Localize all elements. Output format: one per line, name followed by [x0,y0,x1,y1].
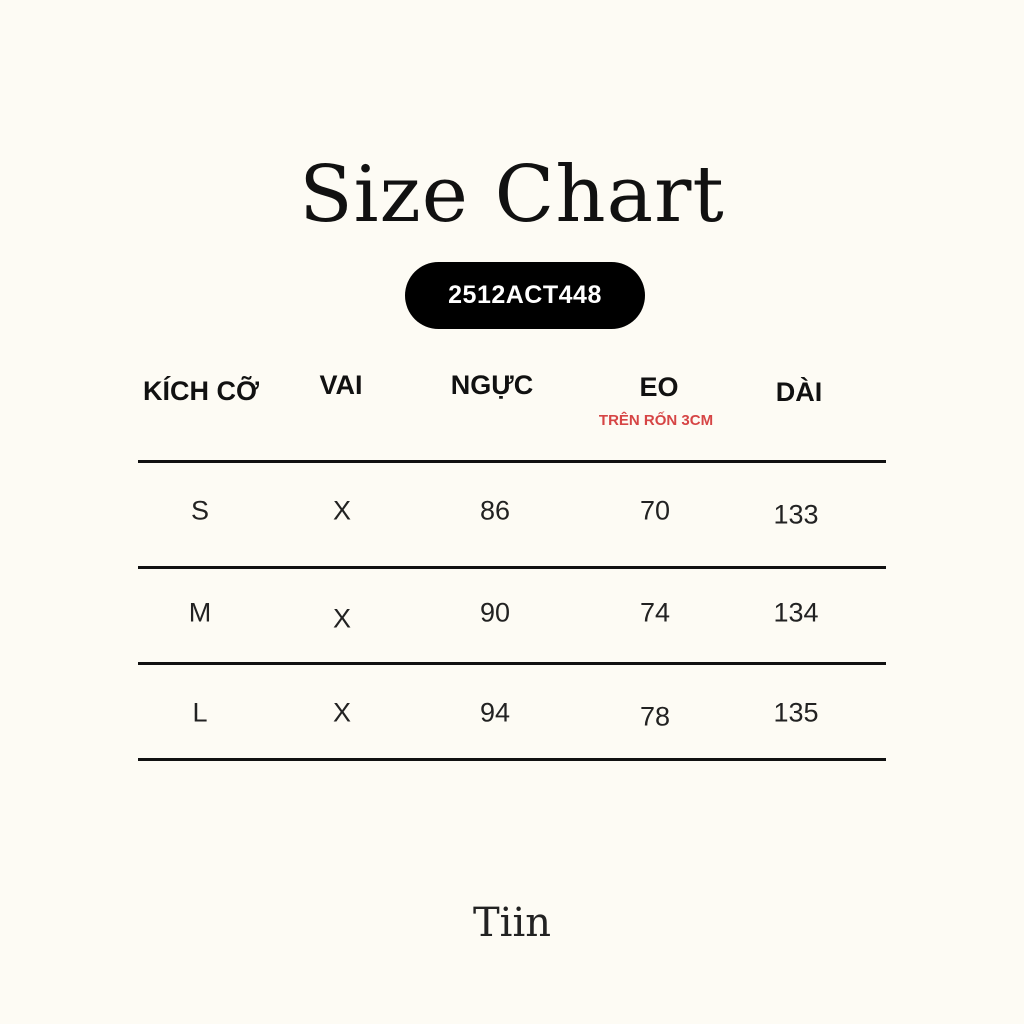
cell-size: M [188,597,212,628]
brand-logo: Tiin [472,900,552,946]
cell-waist: 78 [639,701,671,732]
cell-chest: 94 [479,697,511,728]
header-length: DÀI [775,377,823,407]
cell-length: 134 [773,597,819,628]
cell-shoulder: X [332,603,352,634]
cell-waist: 74 [639,597,671,628]
header-chest: NGỰC [450,370,534,400]
cell-waist: 70 [639,495,671,526]
product-code-badge: 2512ACT448 [405,262,645,329]
cell-size: S [190,495,210,526]
cell-size: L [192,697,208,728]
table-divider [138,566,886,569]
table-divider [138,758,886,761]
cell-chest: 90 [479,597,511,628]
page-title: Size Chart [299,150,725,240]
header-waist-note: TRÊN RỐN 3CM [598,412,714,429]
header-size: KÍCH CỠ [142,376,260,406]
header-shoulder: VAI [319,370,363,400]
table-divider [138,460,886,463]
header-waist: EO [639,372,679,402]
cell-chest: 86 [479,495,511,526]
cell-length: 135 [773,697,819,728]
table-divider [138,662,886,665]
cell-length: 133 [773,499,819,530]
cell-shoulder: X [332,495,352,526]
cell-shoulder: X [332,697,352,728]
